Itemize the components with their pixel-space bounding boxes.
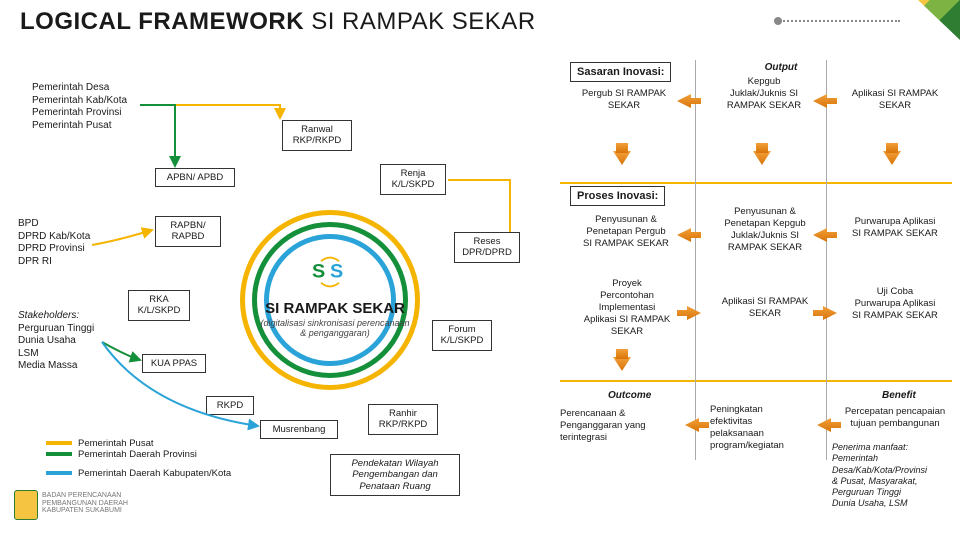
box-apbn: APBN/ APBD — [155, 168, 235, 187]
box-ranhir: Ranhir RKP/RKPD — [368, 404, 438, 435]
legend: Pemerintah Pusat Pemerintah Daerah Provi… — [46, 438, 231, 479]
stakeholders-list: Stakeholders: Perguruan TinggiDunia Usah… — [18, 310, 94, 373]
footer-org: BADAN PERENCANAANPEMBANGUNAN DAERAHKABUP… — [42, 492, 128, 515]
svg-text:S: S — [330, 260, 343, 282]
r1c1: Pergub SI RAMPAK SEKAR — [570, 88, 678, 112]
center-subtitle: (digitalisasi sinkronisasi perencanaan &… — [250, 318, 420, 338]
r4c2: Peningkatan efektivitas pelaksanaan prog… — [710, 404, 820, 452]
box-pendekatan: Pendekatan Wilayah Pengembangan dan Pena… — [330, 454, 460, 496]
r1c2: Kepgub Juklak/Juknis SI RAMPAK SEKAR — [710, 76, 818, 112]
hdr-outcome: Outcome — [608, 390, 651, 403]
legislative-list: BPDDPRD Kab/KotaDPRD ProvinsiDPR RI — [18, 218, 90, 268]
hdr-output: Output — [736, 62, 826, 75]
center-title: SI RAMPAK SEKAR — [245, 300, 425, 317]
r4c3: Percepatan pencapaian tujuan pembangunan — [835, 406, 955, 430]
box-kua: KUA PPAS — [142, 354, 206, 373]
box-renja: Renja K/L/SKPD — [380, 164, 446, 195]
box-forum: Forum K/L/SKPD — [432, 320, 492, 351]
box-musrenbang: Musrenbang — [260, 420, 338, 439]
hdr-benefit: Benefit — [882, 390, 916, 403]
footer-badge — [14, 490, 38, 520]
r3c2: Aplikasi SI RAMPAK SEKAR — [710, 296, 820, 320]
box-rkpd: RKPD — [206, 396, 254, 415]
hdr-proses: Proses Inovasi: — [570, 186, 665, 206]
page-title: LOGICAL FRAMEWORK SI RAMPAK SEKAR — [0, 0, 960, 36]
svg-text:S: S — [312, 260, 325, 282]
center-logo: SS — [300, 250, 360, 294]
r3c3: Uji Coba Purwarupa Aplikasi SI RAMPAK SE… — [840, 286, 950, 322]
r4c1: Perencanaan & Penganggaran yang terinteg… — [560, 408, 688, 444]
box-rka: RKA K/L/SKPD — [128, 290, 190, 321]
box-ranwal: Ranwal RKP/RKPD — [282, 120, 352, 151]
r2c2: Penyusunan & Penetapan Kepgub Juklak/Juk… — [710, 206, 820, 254]
dotted-line — [780, 20, 900, 22]
manfaat: Penerima manfaat: Pemerintah Desa/Kab/Ko… — [832, 442, 958, 510]
gov-levels: Pemerintah DesaPemerintah Kab/KotaPemeri… — [32, 82, 127, 132]
box-reses: Reses DPR/DPRD — [454, 232, 520, 263]
r3c1: Proyek Percontohan Implementasi Aplikasi… — [570, 278, 684, 337]
hdr-sasaran: Sasaran Inovasi: — [570, 62, 671, 82]
r2c3: Purwarupa Aplikasi SI RAMPAK SEKAR — [840, 216, 950, 240]
box-rapbn: RAPBN/ RAPBD — [155, 216, 221, 247]
r2c1: Penyusunan & Penetapan Pergub SI RAMPAK … — [570, 214, 682, 250]
r1c3: Aplikasi SI RAMPAK SEKAR — [840, 88, 950, 112]
